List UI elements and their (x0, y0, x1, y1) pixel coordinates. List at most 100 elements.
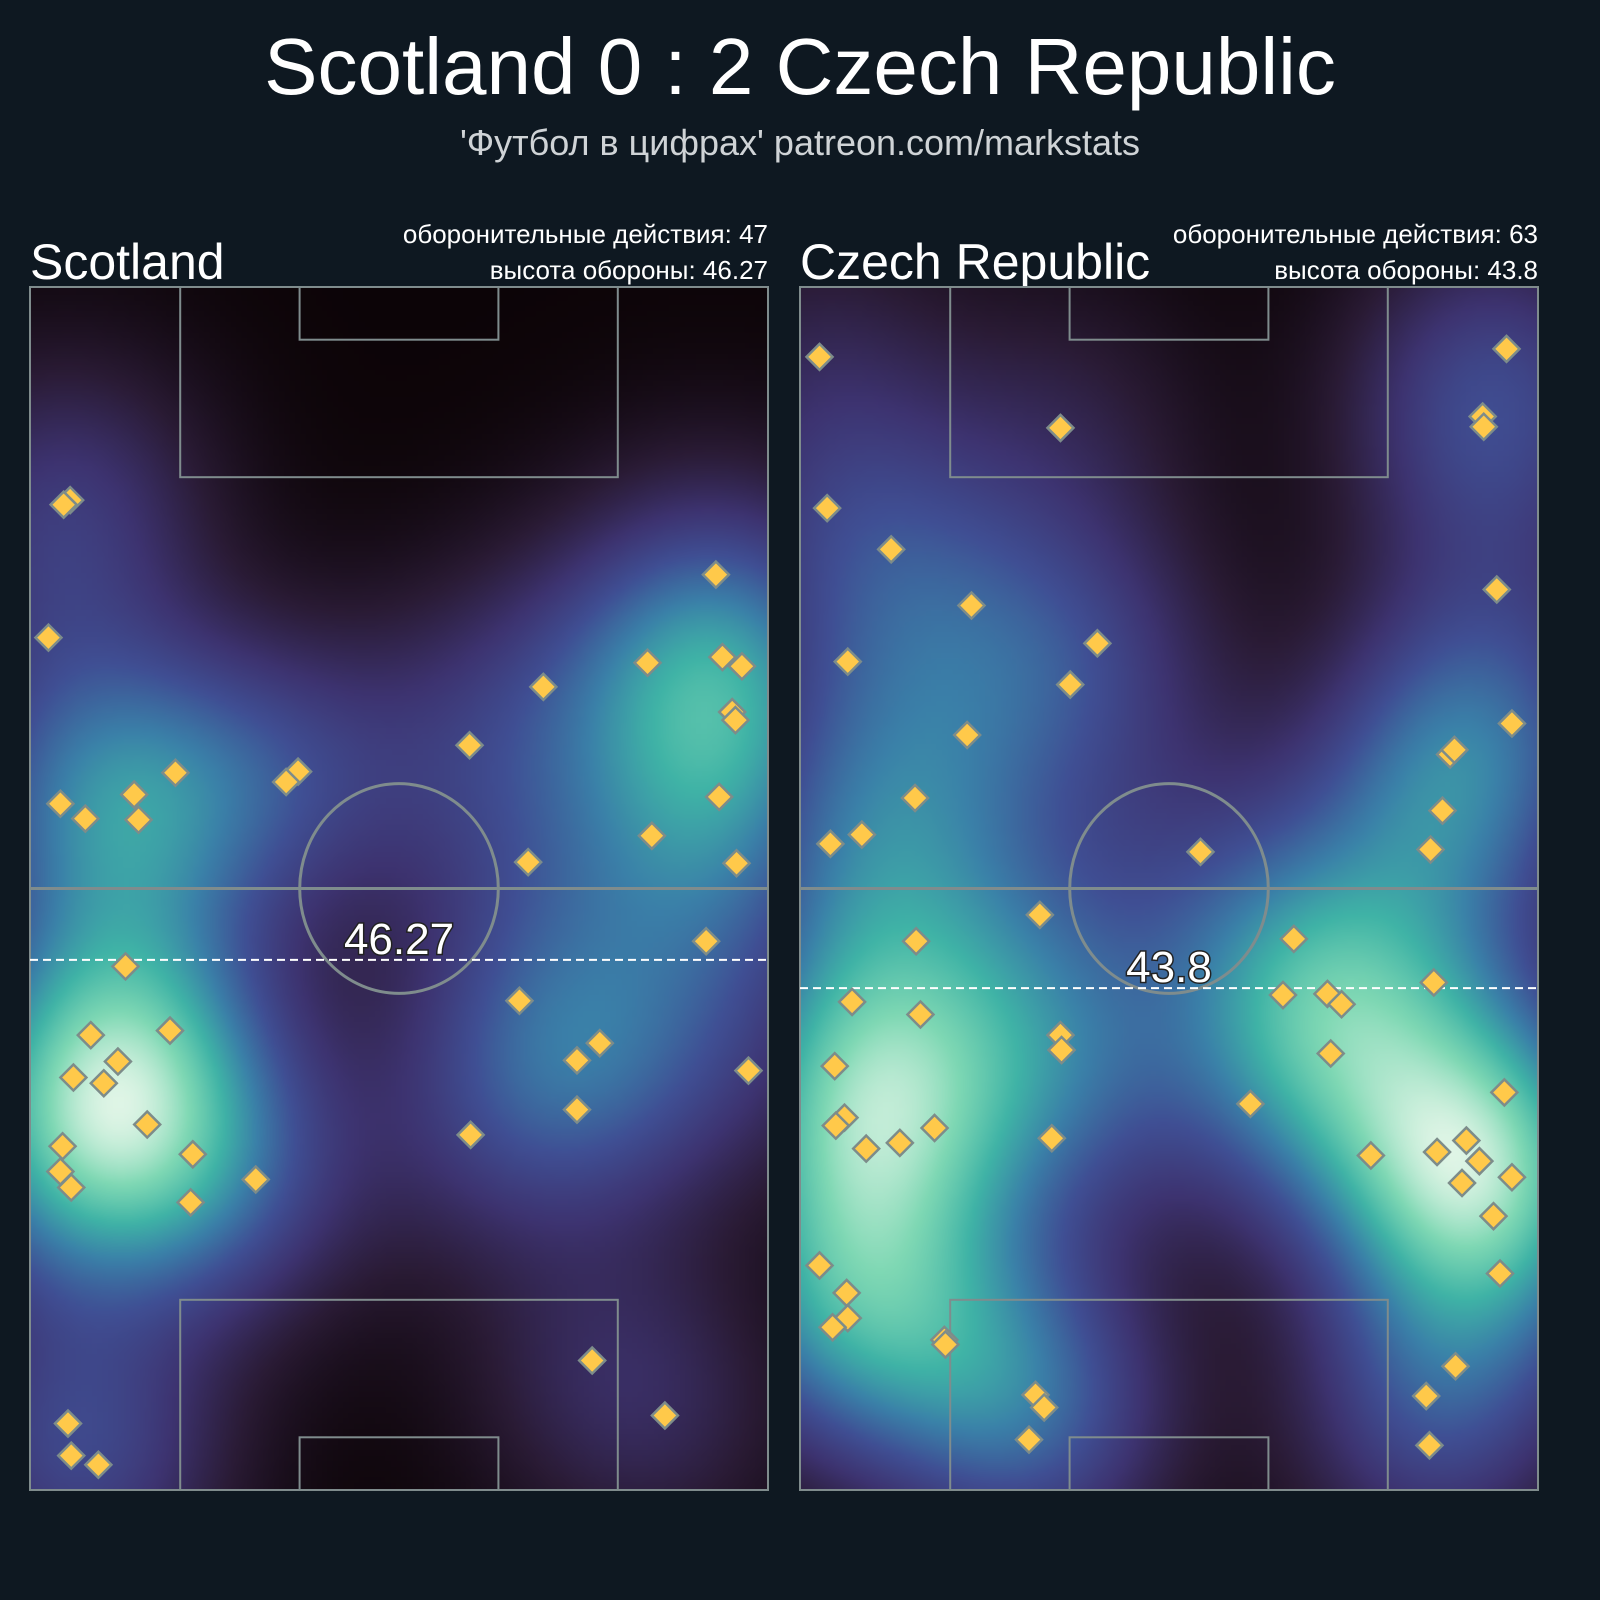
defensive-action-marker (1422, 1137, 1452, 1167)
defensive-action-marker (1497, 708, 1527, 739)
pitch-czech-republic: 43.8 (799, 286, 1539, 1491)
defensive-action-marker (956, 590, 987, 621)
defensive-action-marker (1415, 834, 1446, 865)
defensive-action-marker (47, 1131, 78, 1162)
defensive-action-marker (1356, 1140, 1386, 1171)
defensive-action-marker (1268, 980, 1298, 1010)
defensive-action-marker (919, 1113, 950, 1143)
defensive-action-marker (103, 1046, 133, 1077)
defensive-action-marker (812, 493, 842, 523)
defensive-action-marker (900, 783, 930, 813)
defensive-action-marker (271, 767, 301, 797)
defensive-action-marker (831, 1278, 862, 1308)
defensive-action-marker (1045, 413, 1076, 443)
defensive-action-marker (1029, 1392, 1059, 1423)
defensive-action-marker (132, 1109, 162, 1140)
defensive-action-marker (837, 987, 867, 1017)
defensive-action-marker (804, 342, 835, 372)
pitch-overlay: 46.27 (29, 286, 769, 1491)
defensive-action-marker (952, 720, 982, 750)
defense-height-value: высота обороны: 43.8 (1274, 255, 1538, 285)
defensive-action-marker (178, 1139, 208, 1170)
defensive-action-marker (632, 648, 663, 678)
defensive-action-marker (1439, 735, 1470, 765)
defense-height-label: 43.8 (1126, 943, 1212, 992)
defensive-action-marker (562, 1045, 592, 1076)
defensive-action-marker (1468, 412, 1499, 442)
defensive-action-marker (704, 782, 734, 812)
defense-height-label: 46.27 (344, 915, 454, 964)
defensive-action-marker (48, 489, 79, 520)
defensive-action-marker (56, 1172, 87, 1203)
chart-subtitle: 'Футбол в цифрах' patreon.com/markstats (459, 122, 1141, 163)
defensive-action-marker (175, 1187, 206, 1218)
defensive-action-marker (721, 848, 752, 879)
defensive-action-marker (53, 1408, 83, 1439)
defensive-action-marker (707, 642, 738, 672)
defensive-action-marker (901, 926, 931, 956)
defensive-action-marker (1447, 1168, 1477, 1198)
defensive-action-marker (1185, 837, 1216, 867)
defensive-action-marker (1014, 1424, 1044, 1455)
pitch-overlay: 43.8 (799, 286, 1539, 1491)
defensive-action-marker (1489, 1077, 1520, 1108)
defensive-action-marker (876, 534, 906, 565)
defensive-action-marker (89, 1068, 119, 1099)
defensive-action-marker (504, 986, 535, 1016)
defensive-action-marker (119, 779, 149, 810)
defensive-action-marker (1279, 924, 1309, 954)
defensive-action-marker (70, 803, 101, 834)
team-name-czech-republic: Czech Republic (800, 234, 1151, 290)
defensive-action-marker (817, 1312, 848, 1343)
defensive-action-marker (585, 1028, 615, 1058)
team-name-scotland: Scotland (30, 234, 225, 290)
goal-area-bottom (1068, 1436, 1270, 1491)
defensive-action-marker (110, 951, 141, 982)
defensive-action-marker (815, 829, 846, 859)
defensive-action-marker (1485, 1258, 1515, 1289)
defensive-action-marker (819, 1051, 850, 1081)
defensive-action-marker (33, 622, 64, 653)
defensive-action-marker (1427, 795, 1458, 826)
defensive-action-marker (1464, 1146, 1495, 1176)
defensive-action-marker (577, 1345, 607, 1376)
penalty-box-top (949, 286, 1389, 479)
defensive-action-marker (851, 1133, 881, 1164)
defensive-action-marker (76, 1020, 106, 1050)
defensive-action-marker (1478, 1201, 1509, 1231)
stats-scotland: оборонительные действия: 47 высота оборо… (268, 216, 768, 288)
defensive-action-marker (1451, 1125, 1482, 1156)
defensive-action-marker (513, 847, 543, 877)
defensive-action-marker (455, 1120, 486, 1150)
center-circle (298, 782, 500, 995)
defensive-action-marker (1037, 1123, 1067, 1154)
penalty-box-bottom (179, 1298, 619, 1491)
defensive-action-marker (240, 1164, 271, 1195)
defensive-action-marker (727, 651, 757, 681)
defensive-action-marker (701, 559, 731, 590)
penalty-box-top (179, 286, 619, 479)
goal-area-bottom (298, 1436, 500, 1491)
defensive-action-marker (1497, 1162, 1527, 1192)
defensive-action-marker (1235, 1089, 1266, 1119)
defensive-action-marker (562, 1094, 592, 1125)
defensive-action-marker (804, 1250, 835, 1281)
center-circle (1068, 782, 1270, 995)
defensive-action-marker (905, 999, 936, 1030)
defensive-action-marker (1046, 1035, 1077, 1065)
defensive-action-marker (45, 788, 76, 819)
penalty-box-bottom (949, 1298, 1389, 1491)
defensive-action-marker (832, 646, 863, 677)
defensive-action-marker (1411, 1381, 1441, 1411)
stats-czech-republic: оборонительные действия: 63 высота оборо… (1038, 216, 1538, 288)
goal-area-top (1068, 286, 1270, 341)
defensive-action-marker (1481, 574, 1512, 605)
defensive-action-marker (160, 758, 191, 788)
defensive-action-marker (58, 1062, 89, 1093)
defensive-action-marker (821, 1110, 851, 1141)
goal-area-top (298, 286, 500, 341)
defensive-actions-count: оборонительные действия: 63 (1172, 219, 1538, 249)
pitch-scotland: 46.27 (29, 286, 769, 1491)
defensive-action-marker (1025, 900, 1055, 930)
defensive-action-marker (637, 821, 667, 851)
